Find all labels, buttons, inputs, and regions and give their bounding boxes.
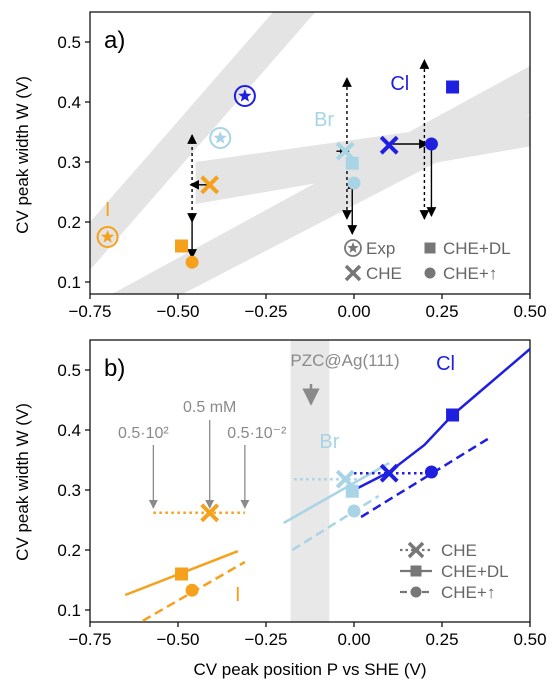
exp-star-cl-ring <box>233 85 256 107</box>
guide-band-upper <box>90 12 316 270</box>
che-up-line-br <box>291 494 380 552</box>
legend-label: CHE+↑ <box>443 264 497 283</box>
che-up-dot-br <box>347 176 361 190</box>
legend-che-icon <box>344 264 362 282</box>
panel-b-axes-frame <box>89 339 531 623</box>
che-up-dot-i <box>185 255 199 269</box>
legend-b-label: CHE+↑ <box>441 583 495 602</box>
che-up-dot-b-br <box>347 504 361 518</box>
legend-label: CHE <box>366 264 402 283</box>
series-label-b-br: Br <box>319 431 339 453</box>
concentration-annotations <box>148 384 320 509</box>
che-dl-line-br <box>282 461 390 525</box>
panel-b-y-tick-label: 0.4 <box>57 421 81 440</box>
panel-b: −0.75 −0.50 −0.25 0.00 0.25 0.50 0.1 0.2 0.3 0.4 0… <box>13 339 547 679</box>
guide-bands <box>90 12 530 294</box>
panel-b-x-tick-label: 0.25 <box>425 630 458 649</box>
legend-exp-icon <box>347 242 359 253</box>
che-cross-b-br <box>335 469 355 489</box>
che-dl-line-cl <box>353 348 530 492</box>
annotation-right: 0.5·10⁻² <box>227 425 287 442</box>
che-dl-square-b-br <box>345 484 359 498</box>
panel-a-x-tick-label: −0.75 <box>68 302 111 321</box>
exp-star-i <box>100 230 115 243</box>
che-dl-square-br <box>345 156 359 170</box>
legend-b-label: CHE+DL <box>441 562 509 581</box>
exp-star-i-ring <box>96 226 119 248</box>
panel-a-x-tick-label: −0.50 <box>156 302 199 321</box>
che-up-dot-b-cl <box>424 465 438 479</box>
panel-b-ylabel: CV peak width W (V) <box>13 403 32 561</box>
panel-a-label: a) <box>104 27 125 54</box>
legend-b-label: CHE <box>441 541 477 560</box>
panel-a-y-tick-label: 0.1 <box>57 273 81 292</box>
legend-b: CHE CHE+DL CHE+↑ <box>400 541 509 602</box>
exp-star-br-ring <box>209 127 232 149</box>
panel-a-x-tick-label: 0.50 <box>513 302 546 321</box>
panel-a-frame: −0.75 −0.50 −0.25 0.00 0.25 0.50 0.1 0.2 0.3 0.4 0… <box>57 11 547 321</box>
panel-b-marks: I Br Cl <box>175 353 460 606</box>
panel-a-x-tick-label: 0.25 <box>425 302 458 321</box>
che-dl-square-b-cl <box>446 408 460 422</box>
series-label-b-cl: Cl <box>436 353 455 375</box>
annotation-center: 0.5 mM <box>183 399 236 416</box>
panel-b-x-tick-label: −0.25 <box>244 630 287 649</box>
annotation-left: 0.5·10² <box>118 425 169 442</box>
che-dl-square-b-i <box>175 567 189 581</box>
che-cross-cl <box>379 135 399 155</box>
panel-b-x-tick-label: −0.50 <box>156 630 199 649</box>
legend-exp-ring <box>344 239 362 257</box>
panel-b-x-tick-label: 0.50 <box>513 630 546 649</box>
guide-band-middle <box>112 66 530 294</box>
panel-a-y-tick-label: 0.4 <box>57 93 81 112</box>
series-label-cl: Cl <box>390 73 409 95</box>
legend-a: Exp CHE+DL CHE CHE+↑ <box>344 239 511 283</box>
panel-a-y-tick-label: 0.5 <box>57 33 81 52</box>
che-dl-square-i <box>175 239 189 253</box>
che-dl-square-cl <box>446 80 460 94</box>
panel-a-x-tick-label: 0.00 <box>337 302 370 321</box>
panel-b-y-tick-label: 0.3 <box>57 481 81 500</box>
legend-che-dl-icon <box>424 242 436 254</box>
legend-label: CHE+DL <box>443 239 511 258</box>
panel-b-label: b) <box>104 355 125 382</box>
legend-b-che-up-icon <box>410 586 422 598</box>
che-up-dot-b-i <box>185 583 199 597</box>
panel-a-marks: I Br Cl <box>96 73 460 269</box>
panel-b-x-tick-label: 0.00 <box>337 630 370 649</box>
series-label-i: I <box>105 199 111 221</box>
exp-star-cl <box>238 89 252 102</box>
x-axis-label: CV peak position P vs SHE (V) <box>193 660 426 679</box>
series-label-br: Br <box>314 109 334 131</box>
series-label-b-i: I <box>235 584 241 606</box>
pzc-band <box>290 340 330 622</box>
che-up-line-cl <box>360 437 489 519</box>
che-up-dot-cl <box>424 137 438 151</box>
legend-b-che-dl-icon <box>410 565 422 577</box>
panel-b-y-tick-label: 0.2 <box>57 541 81 560</box>
panel-b-frame: −0.75 −0.50 −0.25 0.00 0.25 0.50 0.1 0.2 0.3 0.4 0… <box>57 339 547 649</box>
guide-band-lower <box>195 115 530 204</box>
che-cross-i <box>200 175 220 195</box>
che-cross-br <box>335 141 355 161</box>
panel-a-axes-frame <box>89 11 531 295</box>
panel-a: −0.75 −0.50 −0.25 0.00 0.25 0.50 0.1 0.2 0.3 0.4 0… <box>13 11 547 321</box>
panel-a-ylabel: CV peak width W (V) <box>13 76 32 234</box>
panel-b-x-tick-label: −0.75 <box>68 630 111 649</box>
panel-a-y-tick-label: 0.3 <box>57 153 81 172</box>
che-cross-b-i <box>200 503 220 523</box>
panel-b-y-tick-label: 0.5 <box>57 361 81 380</box>
legend-che-up-icon <box>424 267 436 279</box>
panel-b-y-tick-label: 0.1 <box>57 601 81 620</box>
legend-label: Exp <box>366 239 395 258</box>
che-cross-b-cl <box>379 463 399 483</box>
pzc-region <box>290 340 330 622</box>
panel-a-x-tick-label: −0.25 <box>244 302 287 321</box>
exp-star-br <box>213 131 227 144</box>
pzc-label: PZC@Ag(111) <box>290 351 399 370</box>
panel-a-y-tick-label: 0.2 <box>57 213 81 232</box>
legend-b-che-icon <box>407 541 425 559</box>
